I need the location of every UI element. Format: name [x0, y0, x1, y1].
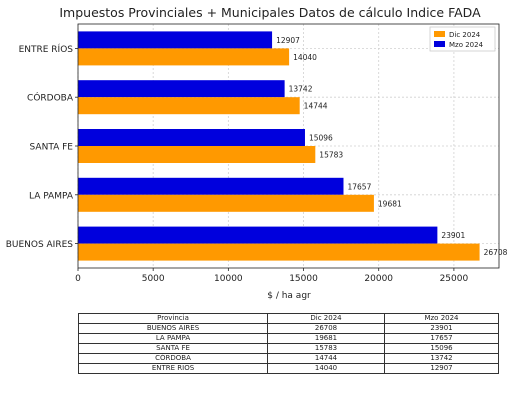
bar-chart: Impuestos Provinciales + Municipales Dat…	[6, 5, 508, 301]
table-header-dic-2024: Dic 2024	[267, 313, 385, 324]
bar	[78, 226, 438, 244]
bar	[78, 243, 480, 261]
bar	[78, 146, 316, 163]
legend-swatch	[434, 41, 445, 47]
table-row: SANTA FE 15783 15096	[78, 343, 499, 354]
bar-value-label: 15096	[309, 134, 333, 143]
category-label: LA PAMPA	[29, 191, 74, 201]
table-cell: 14040	[267, 363, 385, 374]
x-tick-label: 10000	[214, 274, 243, 284]
bar	[78, 129, 305, 146]
bar	[78, 194, 374, 212]
table-cell: 19681	[267, 333, 385, 344]
x-tick-label: 0	[75, 274, 81, 284]
category-label: ENTRE RÍOS	[19, 43, 74, 55]
table-row: LA PAMPA 19681 17657	[78, 333, 499, 344]
bar	[78, 177, 344, 195]
bar	[78, 48, 290, 66]
category-label: BUENOS AIRES	[6, 240, 74, 250]
table-header-provincia: Provincia	[78, 313, 268, 324]
bar-value-label: 15783	[319, 151, 343, 160]
bar	[78, 80, 285, 98]
table-row: CÓRDOBA 14744 13742	[78, 353, 499, 364]
table-row: ENTRE RIOS 14040 12907	[78, 363, 499, 374]
legend-label: Mzo 2024	[449, 41, 484, 49]
category-label: SANTA FE	[30, 143, 74, 153]
bar-value-label: 13742	[289, 85, 313, 94]
x-tick-label: 15000	[289, 274, 318, 284]
x-axis-label: $ / ha agr	[267, 291, 311, 301]
table-cell: 15096	[384, 343, 499, 354]
x-tick-label: 20000	[364, 274, 393, 284]
table-cell: ENTRE RIOS	[78, 363, 268, 374]
legend-label: Dic 2024	[449, 31, 481, 39]
bar-value-label: 26708	[484, 248, 508, 257]
table-header-mzo-2024: Mzo 2024	[384, 313, 499, 324]
bar-value-label: 14744	[304, 102, 328, 111]
table-cell: 12907	[384, 363, 499, 374]
bar-value-label: 17657	[347, 182, 371, 191]
bar-value-label: 23901	[441, 231, 465, 240]
legend: Dic 2024 Mzo 2024	[429, 26, 496, 52]
table-row: BUENOS AIRES 26708 23901	[78, 323, 499, 334]
table-cell: 17657	[384, 333, 499, 344]
table-cell: 15783	[267, 343, 385, 354]
bar	[78, 31, 273, 49]
bar-value-label: 19681	[378, 199, 402, 208]
table-cell: CÓRDOBA	[78, 353, 268, 364]
bar-value-label: 14040	[293, 53, 317, 62]
x-tick-label: 25000	[440, 274, 469, 284]
legend-swatch	[434, 31, 445, 37]
table-cell: 13742	[384, 353, 499, 364]
category-label: CÓRDOBA	[27, 92, 74, 104]
x-tick-label: 5000	[142, 274, 165, 284]
table-cell: 23901	[384, 323, 499, 334]
bars: 12907 14040 13742 14744 15096 15783 17657 19681…	[78, 31, 508, 261]
axes: ENTRE RÍOS CÓRDOBA SANTA FE LA PAMPA BUENOS …	[6, 23, 500, 284]
table-header-row: Provincia Dic 2024 Mzo 2024	[78, 313, 499, 324]
table-cell: SANTA FE	[78, 343, 268, 354]
table-cell: LA PAMPA	[78, 333, 268, 344]
plot-frame	[77, 23, 500, 269]
bar	[78, 97, 300, 115]
table-cell: 26708	[267, 323, 385, 334]
bar-value-label: 12907	[276, 36, 300, 45]
chart-title: Impuestos Provinciales + Municipales Dat…	[59, 5, 481, 20]
data-table: Provincia Dic 2024 Mzo 2024 BUENOS AIRES…	[78, 313, 499, 374]
table-cell: 14744	[267, 353, 385, 364]
table-cell: BUENOS AIRES	[78, 323, 268, 334]
